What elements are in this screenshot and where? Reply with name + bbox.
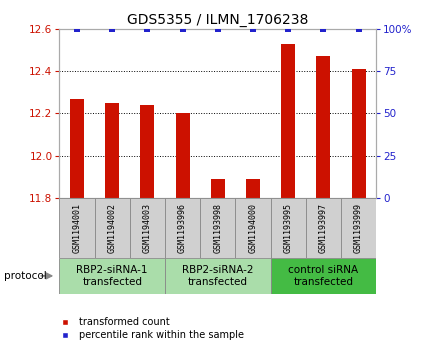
Bar [165,258,271,294]
Bar [306,198,341,258]
Text: RBP2-siRNA-2
transfected: RBP2-siRNA-2 transfected [182,265,253,287]
Text: control siRNA
transfected: control siRNA transfected [288,265,359,287]
Bar [95,198,130,258]
Bar [130,198,165,258]
Text: GSM1193996: GSM1193996 [178,203,187,253]
Bar [341,198,376,258]
Legend: transformed count, percentile rank within the sample: transformed count, percentile rank withi… [55,317,244,340]
Bar [140,105,154,198]
Bar [235,198,271,258]
Title: GDS5355 / ILMN_1706238: GDS5355 / ILMN_1706238 [127,13,308,26]
Text: RBP2-siRNA-1
transfected: RBP2-siRNA-1 transfected [77,265,148,287]
Text: GSM1194001: GSM1194001 [73,203,81,253]
Bar [211,179,225,198]
Text: GSM1193995: GSM1193995 [284,203,293,253]
Text: GSM1194002: GSM1194002 [108,203,117,253]
Bar [200,198,235,258]
Text: GSM1193997: GSM1193997 [319,203,328,253]
Bar [105,103,119,198]
Bar [70,99,84,198]
Bar [271,258,376,294]
Bar [316,57,330,198]
Bar [59,258,165,294]
Bar [352,69,366,198]
Text: GSM1193999: GSM1193999 [354,203,363,253]
Text: GSM1194000: GSM1194000 [249,203,257,253]
Text: protocol: protocol [4,271,47,281]
Bar [281,44,295,198]
Bar [271,198,306,258]
Bar [176,114,190,198]
Text: GSM1193998: GSM1193998 [213,203,222,253]
Bar [59,198,95,258]
Bar [246,179,260,198]
Text: GSM1194003: GSM1194003 [143,203,152,253]
Bar [165,198,200,258]
